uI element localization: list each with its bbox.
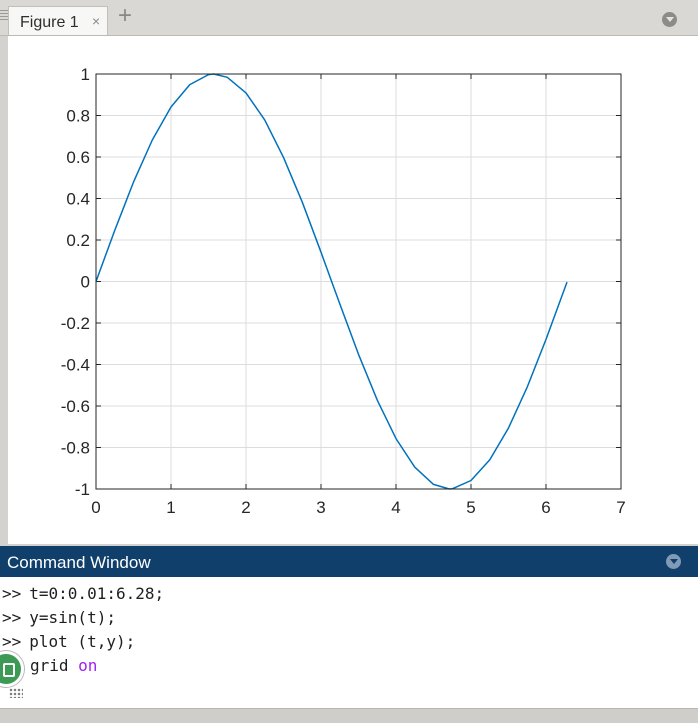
keyword-argument: on — [78, 656, 98, 675]
command-text: t=0:0.01:6.28; — [29, 584, 165, 603]
axes-box — [95, 73, 622, 490]
sine-plot: 0 1 2 3 4 5 6 7 1 0.8 0.6 0.4 0.2 0 -0.2 -0.4 -0.6 -0.8 -1 — [61, 65, 626, 517]
y-tick-label: -0.2 — [61, 314, 90, 333]
command-window-title: Command Window — [7, 553, 151, 572]
y-tick-label: 0.8 — [66, 107, 90, 126]
resize-grip-icon[interactable] — [9, 688, 23, 698]
command-line: >> plot (t,y); — [2, 632, 135, 654]
x-tick-label: 0 — [91, 498, 100, 517]
y-tick-label: -0.4 — [61, 356, 90, 375]
x-tick-label: 2 — [241, 498, 250, 517]
prompt: >> — [2, 608, 22, 627]
x-tick-label: 7 — [616, 498, 625, 517]
panel-menu-icon[interactable] — [666, 554, 681, 569]
command-text: plot (t,y); — [29, 632, 136, 651]
y-tick-label: 1 — [81, 65, 90, 84]
series-line — [95, 73, 568, 490]
y-tick-label: 0 — [81, 273, 90, 292]
tab-grip-icon[interactable] — [0, 10, 8, 22]
y-tick-label: 0.6 — [66, 148, 90, 167]
panel-menu-icon[interactable] — [662, 12, 677, 27]
y-tick-label: -0.6 — [61, 397, 90, 416]
y-tick-label: -0.8 — [61, 439, 90, 458]
command-window: Command Window >> t=0:0.01:6.28; >> y=sin(… — [0, 546, 698, 723]
prompt: >> — [2, 632, 22, 651]
command-text: grid — [30, 656, 69, 675]
command-line: >> t=0:0.01:6.28; — [2, 584, 164, 606]
command-window-header: Command Window — [0, 546, 698, 577]
command-window-body[interactable]: >> t=0:0.01:6.28; >> y=sin(t); >> plot (t,y… — [0, 577, 698, 708]
x-tick-label: 5 — [466, 498, 475, 517]
command-line: grid on — [30, 656, 97, 678]
y-tick-label: 0.2 — [66, 231, 90, 250]
prompt: >> — [2, 584, 22, 603]
command-text: y=sin(t); — [29, 608, 116, 627]
plus-icon[interactable]: + — [118, 2, 133, 29]
x-tick-label: 6 — [541, 498, 550, 517]
command-line: >> y=sin(t); — [2, 608, 116, 630]
figure-tab-bar: Figure 1 × + — [0, 0, 698, 36]
status-bar — [0, 708, 698, 723]
x-tick-label: 3 — [316, 498, 325, 517]
y-tick-label: 0.4 — [66, 190, 90, 209]
x-tick-label: 4 — [391, 498, 400, 517]
tab-figure-1[interactable]: Figure 1 × — [8, 6, 108, 35]
x-tick-label: 1 — [166, 498, 175, 517]
tab-label: Figure 1 — [20, 14, 79, 31]
y-tick-label: -1 — [75, 480, 90, 499]
close-icon[interactable]: × — [92, 13, 101, 29]
figure-canvas: 0 1 2 3 4 5 6 7 1 0.8 0.6 0.4 0.2 0 -0.2 -0.4 -0.6 -0.8 -1 — [8, 36, 698, 544]
